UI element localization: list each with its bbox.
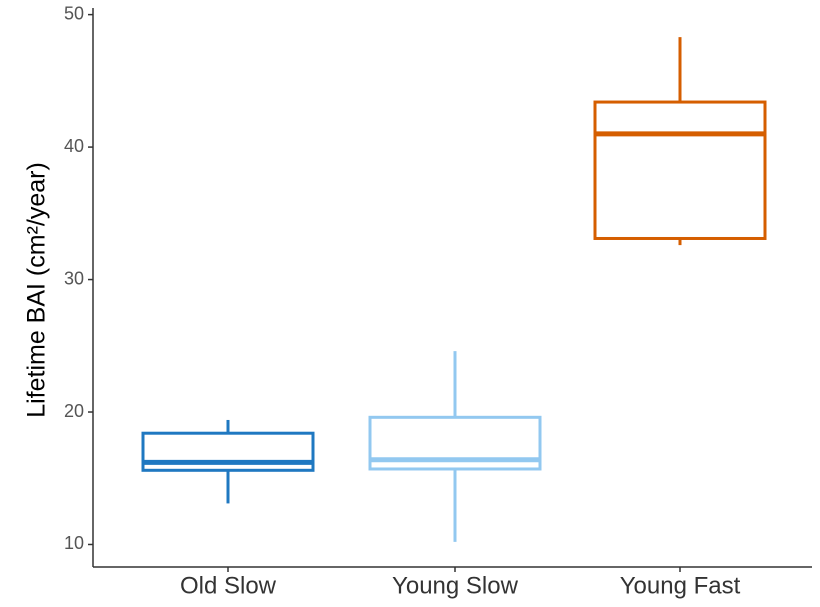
y-tick-label: 20 <box>64 401 84 421</box>
box <box>368 415 542 471</box>
box <box>593 100 767 240</box>
y-tick-label: 10 <box>64 533 84 553</box>
x-tick-label: Young Fast <box>620 572 741 599</box>
x-tick-label: Old Slow <box>180 572 277 599</box>
x-tick-label: Young Slow <box>392 572 519 599</box>
box <box>141 431 315 472</box>
y-axis-label: Lifetime BAI (cm²/year) <box>23 162 51 418</box>
y-tick-label: 40 <box>64 136 84 156</box>
y-tick-label: 30 <box>64 268 84 288</box>
y-tick-label: 50 <box>64 3 84 23</box>
